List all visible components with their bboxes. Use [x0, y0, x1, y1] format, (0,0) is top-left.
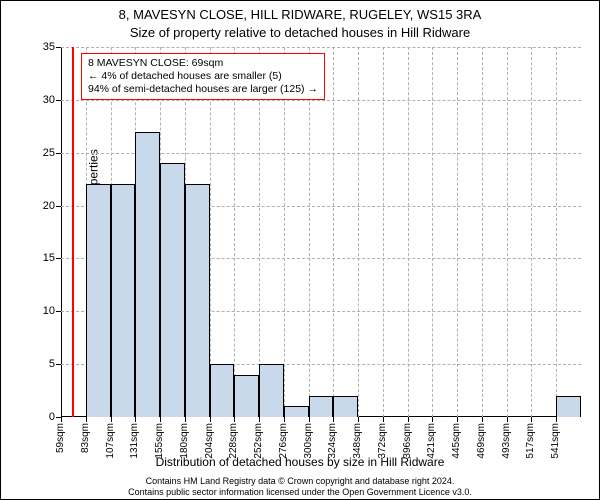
y-tick-mark [56, 258, 61, 259]
histogram-bar [259, 364, 284, 417]
x-tick-label: 83sqm [80, 423, 91, 453]
callout-line: 94% of semi-detached houses are larger (… [88, 83, 318, 96]
x-tick-mark [408, 417, 409, 422]
x-tick-mark [111, 417, 112, 422]
x-tick-label: 421sqm [426, 423, 437, 459]
x-tick-mark [61, 417, 62, 422]
gridline-v [309, 47, 310, 417]
histogram-bar [111, 184, 136, 417]
y-tick-mark [56, 47, 61, 48]
x-tick-mark [160, 417, 161, 422]
callout-line: ← 4% of detached houses are smaller (5) [88, 70, 318, 83]
y-tick-label: 15 [43, 252, 55, 264]
histogram-bar [556, 396, 581, 417]
histogram-bar [210, 364, 235, 417]
footer-line-2: Contains public sector information licen… [1, 487, 599, 497]
x-tick-label: 372sqm [377, 423, 388, 459]
x-tick-mark [135, 417, 136, 422]
chart-title-address: 8, MAVESYN CLOSE, HILL RIDWARE, RUGELEY,… [1, 7, 599, 22]
x-tick-mark [210, 417, 211, 422]
x-tick-mark [234, 417, 235, 422]
histogram-bar [185, 184, 210, 417]
y-tick-mark [56, 206, 61, 207]
y-tick-label: 0 [49, 411, 55, 423]
x-tick-label: 445sqm [451, 423, 462, 459]
y-tick-label: 30 [43, 94, 55, 106]
x-tick-label: 252sqm [253, 423, 264, 459]
histogram-bar [86, 184, 111, 417]
gridline-v [408, 47, 409, 417]
histogram-bar [309, 396, 334, 417]
x-tick-mark [86, 417, 87, 422]
gridline-v [556, 47, 557, 417]
x-tick-mark [482, 417, 483, 422]
gridline-v [531, 47, 532, 417]
x-tick-label: 59sqm [55, 423, 66, 453]
callout-box: 8 MAVESYN CLOSE: 69sqm← 4% of detached h… [81, 53, 325, 100]
x-tick-mark [556, 417, 557, 422]
x-tick-label: 204sqm [204, 423, 215, 459]
x-tick-label: 324sqm [327, 423, 338, 459]
x-tick-mark [333, 417, 334, 422]
x-tick-label: 348sqm [352, 423, 363, 459]
x-axis-label: Distribution of detached houses by size … [1, 455, 599, 469]
x-tick-mark [507, 417, 508, 422]
y-tick-label: 35 [43, 41, 55, 53]
histogram-bar [160, 163, 185, 417]
y-tick-mark [56, 311, 61, 312]
gridline-h [61, 47, 581, 48]
gridline-v [482, 47, 483, 417]
gridline-v [333, 47, 334, 417]
gridline-v [383, 47, 384, 417]
chart-subtitle: Size of property relative to detached ho… [1, 25, 599, 40]
chart-container: 8, MAVESYN CLOSE, HILL RIDWARE, RUGELEY,… [0, 0, 600, 500]
y-tick-label: 10 [43, 305, 55, 317]
x-tick-label: 541sqm [550, 423, 561, 459]
x-tick-mark [284, 417, 285, 422]
callout-line: 8 MAVESYN CLOSE: 69sqm [88, 57, 318, 70]
y-tick-label: 25 [43, 147, 55, 159]
gridline-v [284, 47, 285, 417]
gridline-v [259, 47, 260, 417]
x-tick-label: 131sqm [129, 423, 140, 459]
x-tick-label: 517sqm [525, 423, 536, 459]
y-tick-mark [56, 364, 61, 365]
plot-area: 0510152025303559sqm83sqm107sqm131sqm155s… [61, 47, 581, 417]
gridline-v [234, 47, 235, 417]
histogram-bar [234, 375, 259, 417]
x-tick-label: 469sqm [476, 423, 487, 459]
x-tick-label: 180sqm [179, 423, 190, 459]
histogram-bar [333, 396, 358, 417]
histogram-bar [135, 132, 160, 417]
gridline-v [507, 47, 508, 417]
x-tick-label: 396sqm [402, 423, 413, 459]
x-tick-mark [383, 417, 384, 422]
footer-line-1: Contains HM Land Registry data © Crown c… [1, 476, 599, 486]
y-tick-label: 5 [49, 358, 55, 370]
gridline-v [210, 47, 211, 417]
x-tick-label: 155sqm [154, 423, 165, 459]
gridline-v [432, 47, 433, 417]
x-tick-mark [531, 417, 532, 422]
x-tick-label: 493sqm [501, 423, 512, 459]
gridline-v [358, 47, 359, 417]
y-tick-mark [56, 153, 61, 154]
x-tick-label: 107sqm [105, 423, 116, 459]
gridline-v [457, 47, 458, 417]
x-tick-mark [358, 417, 359, 422]
x-tick-mark [432, 417, 433, 422]
property-marker-line [72, 47, 74, 417]
x-tick-mark [185, 417, 186, 422]
footer-attribution: Contains HM Land Registry data © Crown c… [1, 476, 599, 497]
x-tick-label: 228sqm [228, 423, 239, 459]
x-tick-mark [259, 417, 260, 422]
histogram-bar [284, 406, 309, 417]
y-tick-label: 20 [43, 200, 55, 212]
y-tick-mark [56, 100, 61, 101]
x-tick-mark [309, 417, 310, 422]
x-tick-mark [457, 417, 458, 422]
x-tick-label: 300sqm [303, 423, 314, 459]
x-tick-label: 276sqm [278, 423, 289, 459]
